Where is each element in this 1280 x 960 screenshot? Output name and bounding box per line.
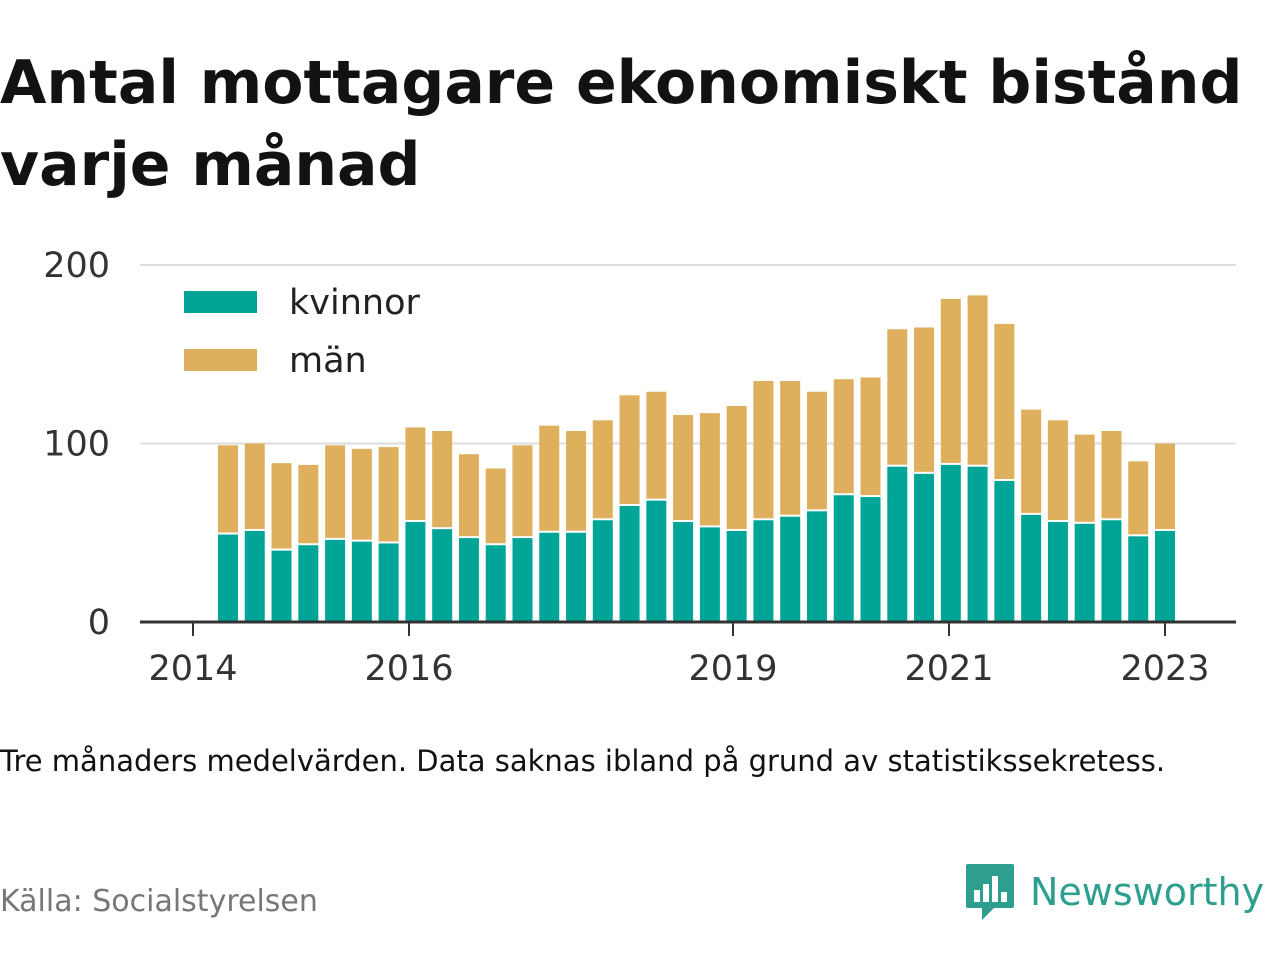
y-tick-label: 100 <box>43 425 110 465</box>
axes: 0 100 200 2014 2016 2019 2021 2023 <box>43 246 1236 689</box>
bar-kvinnor <box>325 539 346 622</box>
bar-man <box>405 427 426 521</box>
bar-kvinnor <box>967 466 988 622</box>
bar-man <box>378 447 399 542</box>
bar-kvinnor <box>753 520 774 622</box>
legend-label: kvinnor <box>289 283 420 323</box>
bar-man <box>351 448 372 540</box>
bar-kvinnor <box>218 534 238 622</box>
bar-man <box>566 431 587 531</box>
bar-man <box>646 391 667 499</box>
bar-kvinnor <box>1101 520 1122 622</box>
bar-man <box>940 298 961 463</box>
bar-man <box>1074 434 1095 522</box>
x-tick-label: 2021 <box>904 649 993 689</box>
x-tick-label: 2014 <box>148 649 237 689</box>
chart-note: Tre månaders medelvärden. Data saknas ib… <box>0 744 1166 778</box>
legend-swatch-man <box>184 349 257 371</box>
bar-kvinnor <box>914 473 935 622</box>
bar-kvinnor <box>298 545 319 622</box>
bar-man <box>1155 443 1175 529</box>
bar-kvinnor <box>271 550 292 622</box>
bar-kvinnor <box>833 495 854 622</box>
bar-kvinnor <box>699 527 720 622</box>
legend: kvinnor män <box>184 283 420 381</box>
bar-man <box>512 445 533 537</box>
y-tick-label: 200 <box>43 246 110 286</box>
y-tick-label: 0 <box>88 603 110 643</box>
bar-man <box>1047 420 1068 521</box>
bar-kvinnor <box>619 505 640 622</box>
bar-man <box>673 414 694 521</box>
bar-man <box>699 413 720 526</box>
bar-kvinnor <box>485 545 506 622</box>
bar-kvinnor <box>646 500 667 622</box>
bar-kvinnor <box>1047 522 1068 622</box>
bar-kvinnor <box>994 480 1015 622</box>
bar-man <box>994 323 1015 479</box>
bar-man <box>726 406 747 529</box>
bar-kvinnor <box>1021 514 1042 622</box>
bar-kvinnor <box>458 538 479 622</box>
x-tick-label: 2023 <box>1120 649 1209 689</box>
x-tick-label: 2019 <box>688 649 777 689</box>
bar-kvinnor <box>806 511 827 622</box>
bar-kvinnor <box>351 541 372 622</box>
newsworthy-logo-icon <box>966 864 1014 920</box>
bar-kvinnor <box>378 543 399 622</box>
bar-man <box>833 379 854 494</box>
bar-man <box>860 377 881 496</box>
bar-kvinnor <box>432 529 453 622</box>
bar-kvinnor <box>673 522 694 622</box>
bar-man <box>485 468 506 544</box>
bar-kvinnor <box>539 532 560 622</box>
bar-kvinnor <box>940 464 961 622</box>
bar-kvinnor <box>566 532 587 622</box>
bar-kvinnor <box>780 516 801 622</box>
brand-name: Newsworthy <box>1030 870 1265 914</box>
bar-man <box>432 431 453 528</box>
bar-man <box>780 381 801 515</box>
legend-label: män <box>289 341 367 381</box>
bar-kvinnor <box>726 530 747 622</box>
bar-man <box>244 443 265 529</box>
x-tick-label: 2016 <box>364 649 453 689</box>
bar-kvinnor <box>1128 536 1149 622</box>
bar-kvinnor <box>1155 530 1175 622</box>
bar-man <box>325 445 346 538</box>
bar-man <box>218 445 238 533</box>
bar-man <box>539 425 560 531</box>
bar-kvinnor <box>592 520 613 622</box>
bar-man <box>298 464 319 544</box>
bar-man <box>806 391 827 510</box>
source-label: Källa: Socialstyrelsen <box>0 884 318 919</box>
chart-title: Antal mottagare ekonomiskt bistånd varje… <box>0 48 1243 200</box>
bar-kvinnor <box>244 530 265 622</box>
bar-man <box>592 420 613 519</box>
bar-kvinnor <box>1074 523 1095 622</box>
bar-man <box>1128 461 1149 535</box>
bar-kvinnor <box>405 522 426 622</box>
bar-kvinnor <box>512 538 533 622</box>
bar-man <box>967 295 988 465</box>
bars <box>218 295 1175 622</box>
bar-man <box>619 395 640 504</box>
bar-man <box>1101 431 1122 519</box>
bar-man <box>458 454 479 537</box>
chart: 0 100 200 2014 2016 2019 2021 2023 kvinnor män <box>43 246 1236 689</box>
bar-kvinnor <box>887 466 908 622</box>
brand-logo: Newsworthy <box>964 862 1264 922</box>
bar-man <box>914 327 935 472</box>
legend-swatch-kvinnor <box>184 291 257 313</box>
bar-man <box>1021 409 1042 513</box>
bar-man <box>887 329 908 465</box>
bar-man <box>271 463 292 549</box>
bar-man <box>753 381 774 519</box>
bar-kvinnor <box>860 497 881 622</box>
